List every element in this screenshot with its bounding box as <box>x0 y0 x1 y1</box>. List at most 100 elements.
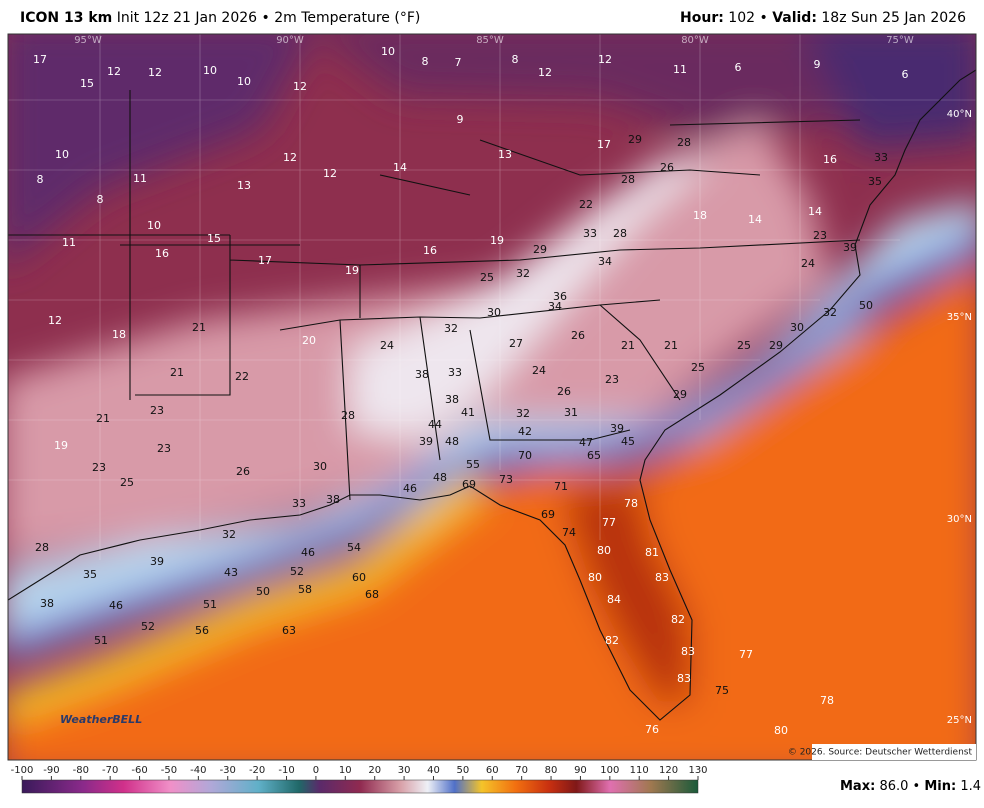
station-temp: 69 <box>541 508 555 521</box>
station-temp: 12 <box>323 167 337 180</box>
map-frame <box>7 33 977 761</box>
station-temp: 23 <box>92 461 106 474</box>
station-temp: 32 <box>444 322 458 335</box>
station-temp: 26 <box>557 385 571 398</box>
station-temp: 52 <box>290 565 304 578</box>
station-temp: 69 <box>462 478 476 491</box>
station-temp: 32 <box>516 267 530 280</box>
station-temp: 38 <box>40 597 54 610</box>
station-temp: 15 <box>80 77 94 90</box>
station-temp: 83 <box>681 645 695 658</box>
station-temp: 21 <box>621 339 635 352</box>
station-temp: 8 <box>97 193 104 206</box>
colorbar-label: 40 <box>427 765 440 776</box>
colorbar-label: -90 <box>43 765 59 776</box>
station-temp: 10 <box>381 45 395 58</box>
valid-label: Valid: <box>772 10 817 26</box>
station-temp: 50 <box>859 299 873 312</box>
station-temp: 83 <box>655 571 669 584</box>
station-temp: 30 <box>313 460 327 473</box>
station-temp: 33 <box>292 497 306 510</box>
header-right: Hour: 102 • Valid: 18z Sun 25 Jan 2026 <box>680 10 966 26</box>
station-temp: 42 <box>518 425 532 438</box>
station-temp: 10 <box>237 75 251 88</box>
station-temp: 48 <box>433 471 447 484</box>
station-temp: 8 <box>37 173 44 186</box>
logo: WeatherBELL <box>60 713 142 726</box>
station-temp: 81 <box>645 546 659 559</box>
borders <box>8 69 976 721</box>
colorbar-label: -30 <box>220 765 236 776</box>
station-temp: 6 <box>902 68 909 81</box>
lat-label: 25°N <box>947 715 972 726</box>
colorbar-label: -60 <box>131 765 147 776</box>
station-temp: 58 <box>298 583 312 596</box>
colorbar-label: 80 <box>545 765 558 776</box>
station-temp: 46 <box>109 599 123 612</box>
station-temp: 34 <box>598 255 612 268</box>
station-temp: 38 <box>445 393 459 406</box>
station-temp: 82 <box>605 634 619 647</box>
station-temp: 32 <box>222 528 236 541</box>
station-temp: 6 <box>735 61 742 74</box>
station-temp: 26 <box>660 161 674 174</box>
station-temp: 19 <box>345 264 359 277</box>
init: Init 12z 21 Jan 2026 <box>116 10 258 26</box>
station-temp: 21 <box>170 366 184 379</box>
station-temp: 35 <box>83 568 97 581</box>
station-temp: 29 <box>533 243 547 256</box>
station-temp: 12 <box>538 66 552 79</box>
station-temp: 12 <box>283 151 297 164</box>
colorbar-label: 60 <box>486 765 499 776</box>
station-temp: 63 <box>282 624 296 637</box>
station-temp: 9 <box>814 58 821 71</box>
station-temp: 84 <box>607 593 621 606</box>
colorbar-label: 10 <box>339 765 352 776</box>
station-temp: 29 <box>628 133 642 146</box>
station-temp: 23 <box>605 373 619 386</box>
station-temp: 82 <box>671 613 685 626</box>
lat-label: 30°N <box>947 514 972 525</box>
station-temp: 20 <box>302 334 316 347</box>
station-temp: 54 <box>347 541 361 554</box>
station-temp: 30 <box>487 306 501 319</box>
station-temp: 25 <box>480 271 494 284</box>
station-temp: 44 <box>428 418 442 431</box>
station-temp: 51 <box>203 598 217 611</box>
station-temp: 33 <box>874 151 888 164</box>
station-temp: 13 <box>237 179 251 192</box>
station-temp: 18 <box>693 209 707 222</box>
station-temp: 48 <box>445 435 459 448</box>
valid: 18z Sun 25 Jan 2026 <box>821 10 966 26</box>
hour: 102 <box>728 10 756 26</box>
station-temp: 26 <box>571 329 585 342</box>
colorbar-label: 50 <box>457 765 470 776</box>
station-temp: 28 <box>613 227 627 240</box>
station-temp: 21 <box>192 321 206 334</box>
station-temp: 28 <box>677 136 691 149</box>
colorbar-label: -40 <box>190 765 206 776</box>
credit-box <box>812 744 976 760</box>
station-temp: 51 <box>94 634 108 647</box>
station-temp: 80 <box>597 544 611 557</box>
station-temp: 46 <box>403 482 417 495</box>
station-temp: 14 <box>393 161 407 174</box>
station-temp: 18 <box>112 328 126 341</box>
station-temp: 19 <box>54 439 68 452</box>
lon-label: 75°W <box>886 35 914 46</box>
station-temp: 70 <box>518 449 532 462</box>
station-temp: 19 <box>490 234 504 247</box>
min-label: Min: <box>924 779 956 794</box>
model: ICON 13 km <box>20 10 113 26</box>
station-temp: 71 <box>554 480 568 493</box>
lon-label: 85°W <box>476 35 504 46</box>
station-temp: 10 <box>147 219 161 232</box>
station-temp: 47 <box>579 436 593 449</box>
station-temp: 23 <box>813 229 827 242</box>
station-temp: 32 <box>823 306 837 319</box>
station-temp: 21 <box>664 339 678 352</box>
station-temp: 55 <box>466 458 480 471</box>
station-temp: 75 <box>715 684 729 697</box>
station-temp: 11 <box>673 63 687 76</box>
